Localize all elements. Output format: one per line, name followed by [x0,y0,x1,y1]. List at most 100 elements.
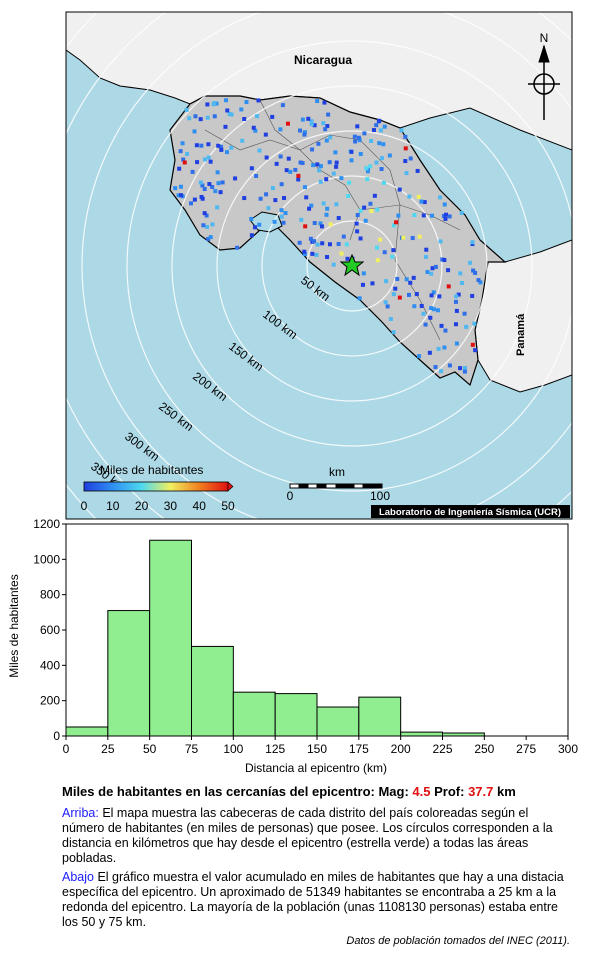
population-dot [431,307,436,312]
population-dot [216,181,221,186]
population-dot [224,98,229,103]
population-dot [419,303,424,308]
population-dot [219,147,224,152]
population-dot [349,158,354,163]
population-dot [326,112,331,117]
population-dot [256,98,261,103]
distance-ring [126,40,572,492]
population-dot [374,123,379,128]
population-dot [249,166,254,171]
population-dot [307,206,312,211]
population-dot [471,268,476,273]
legend-tick-0: 0 [81,499,88,513]
population-dot [453,299,458,304]
histogram-bar-125-150 [274,693,318,737]
legend-tick-10: 10 [106,499,120,513]
population-dot [416,194,421,199]
population-dot [462,311,467,316]
legend-tick-40: 40 [193,499,207,513]
population-dot [270,114,275,119]
population-dot [302,249,307,254]
legend-title: Miles de habitantes [100,463,203,477]
population-dot [315,162,320,167]
population-dot [384,279,389,284]
population-dot [192,197,197,202]
population-dot [478,280,483,285]
population-dot [212,114,217,119]
population-dot [425,269,430,274]
population-dot [199,194,204,199]
population-dot [182,160,187,165]
population-dot [284,168,289,173]
population-dot [462,369,467,374]
population-dot [224,150,229,155]
population-dot [249,216,254,221]
histogram-bar-200-225 [400,731,443,737]
population-dot [198,180,203,185]
population-dot [296,177,301,182]
population-dot [362,205,367,210]
population-dot [419,199,424,204]
population-dot [325,206,330,211]
population-dot [210,222,215,227]
population-dot [311,163,316,168]
population-dot [255,114,260,119]
population-dot [394,220,399,225]
population-dot [443,216,448,221]
population-dot [223,124,228,129]
population-dot [257,148,262,153]
population-dot [365,177,370,182]
population-dot [229,112,234,117]
population-dot [435,308,440,313]
population-dot [339,251,344,256]
population-dot [447,363,452,368]
population-dot [336,241,341,246]
population-dot [298,128,303,133]
population-dot [334,164,339,169]
population-dot [355,124,360,129]
population-dot [423,322,428,327]
population-dot [391,248,396,253]
population-dot [369,138,374,143]
population-dot [257,222,262,227]
population-dot [458,271,463,276]
population-dot [382,250,387,255]
population-dot [346,194,351,199]
population-dot [442,202,447,207]
population-dot [331,171,336,176]
population-dot [401,235,406,240]
histogram-bar-225-250 [442,732,485,737]
distance-ring [216,130,488,402]
population-dot [324,212,329,217]
population-dot [322,100,327,105]
population-dot [324,138,329,143]
population-dot [194,143,199,148]
population-dot [353,139,358,144]
x-tick-label: 50 [143,742,157,756]
population-dot [320,241,325,246]
epicenter-star [339,253,365,277]
y-tick-label: 1000 [33,552,60,566]
population-dot [278,154,283,159]
x-tick-label: 125 [265,742,285,756]
legend-ticks: 0 10 20 30 40 50 [81,499,235,513]
population-dot [302,252,307,257]
population-dot [258,196,263,201]
population-dot [272,219,277,224]
y-tick-label: 400 [40,658,60,672]
caption-prof-label: Prof: [434,784,465,799]
population-dot [458,366,463,371]
population-dot [358,208,363,213]
population-dot [421,213,426,218]
population-dot [264,192,269,197]
population-dot [357,296,362,301]
population-dot [312,221,317,226]
population-dot [476,278,481,283]
population-dot [193,114,198,119]
population-dot [414,292,419,297]
population-dot [314,252,319,257]
population-dot [387,153,392,158]
x-tick-label: 25 [101,742,115,756]
population-dot [279,182,284,187]
population-dot [439,369,444,374]
